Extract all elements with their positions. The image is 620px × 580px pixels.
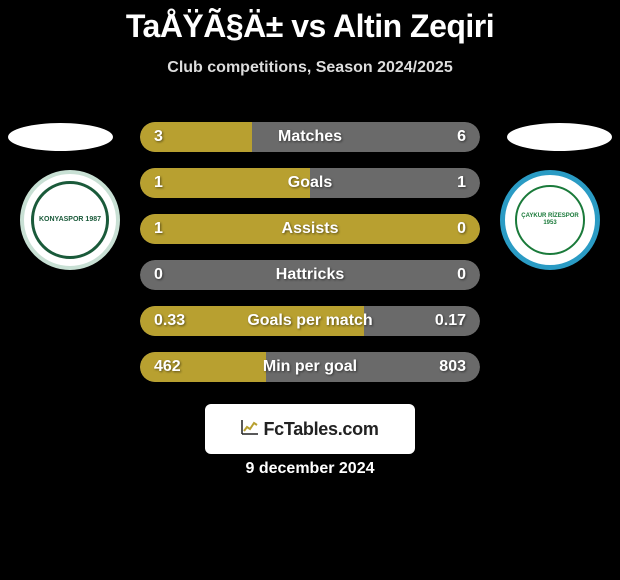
player-ellipse-left: [8, 123, 113, 151]
stat-label: Goals per match: [247, 312, 372, 330]
stat-value-left: 3: [154, 128, 163, 146]
page-title: TaÅŸÃ§Ä± vs Altin Zeqiri: [0, 0, 620, 45]
stat-label: Matches: [278, 128, 342, 146]
stat-value-right: 803: [439, 358, 466, 376]
stat-row: 1 Goals 1: [140, 168, 480, 198]
stat-value-right: 0: [457, 220, 466, 238]
club-badge-left: KONYASPOR 1987: [20, 170, 120, 270]
stat-value-right: 0: [457, 266, 466, 284]
stats-container: 3 Matches 6 1 Goals 1 1 Assists 0 0 Hattricks 0 0.33…: [140, 122, 480, 398]
stat-value-right: 1: [457, 174, 466, 192]
player-ellipse-right: [507, 123, 612, 151]
club-badge-left-text: KONYASPOR 1987: [31, 181, 109, 259]
stat-value-right: 6: [457, 128, 466, 146]
stat-label: Assists: [282, 220, 339, 238]
stat-label: Hattricks: [276, 266, 344, 284]
stat-value-left: 0: [154, 266, 163, 284]
footer-brand-text: FcTables.com: [263, 419, 378, 440]
stat-row: 3 Matches 6: [140, 122, 480, 152]
stat-value-left: 1: [154, 174, 163, 192]
club-badge-right-text: ÇAYKUR RİZESPOR 1953: [515, 185, 585, 255]
stat-value-left: 0.33: [154, 312, 185, 330]
stat-row: 0.33 Goals per match 0.17: [140, 306, 480, 336]
stat-row: 462 Min per goal 803: [140, 352, 480, 382]
stat-row: 0 Hattricks 0: [140, 260, 480, 290]
stat-value-left: 462: [154, 358, 181, 376]
stat-fill-left: [140, 168, 310, 198]
stat-value-left: 1: [154, 220, 163, 238]
stat-value-right: 0.17: [435, 312, 466, 330]
chart-icon: [241, 419, 259, 440]
stat-row: 1 Assists 0: [140, 214, 480, 244]
stat-label: Min per goal: [263, 358, 357, 376]
subtitle: Club competitions, Season 2024/2025: [0, 59, 620, 77]
date-text: 9 december 2024: [246, 460, 375, 478]
club-badge-right: ÇAYKUR RİZESPOR 1953: [500, 170, 600, 270]
stat-label: Goals: [288, 174, 332, 192]
footer-brand[interactable]: FcTables.com: [205, 404, 415, 454]
